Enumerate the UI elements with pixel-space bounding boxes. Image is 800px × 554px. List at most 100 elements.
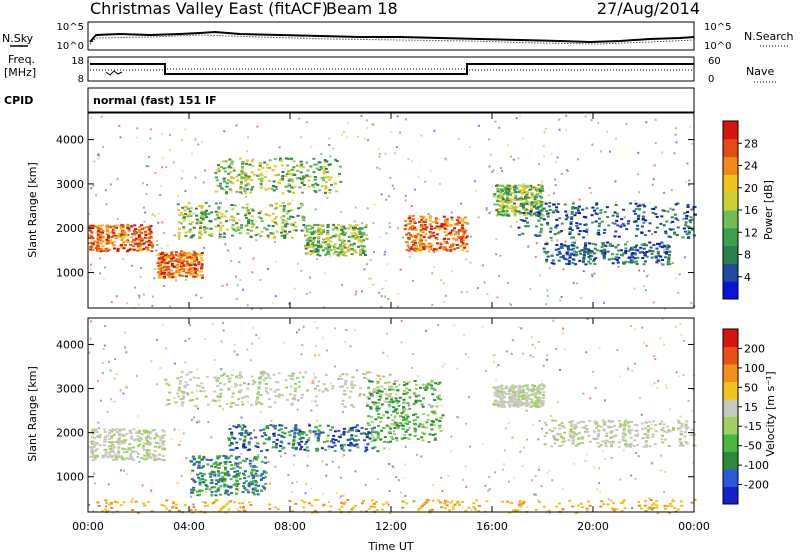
echo-cell-5	[512, 391, 516, 394]
power-colorbar-segment	[723, 174, 738, 193]
noise-pixel	[398, 383, 401, 386]
echo-cell-0	[159, 458, 163, 461]
echo-cell-0	[88, 225, 92, 228]
echo-cell-4	[433, 388, 437, 391]
noise-pixel	[102, 278, 105, 281]
echo-cell-2	[314, 426, 318, 429]
echo-cell-2	[280, 431, 284, 434]
echo-cell-8	[545, 242, 549, 245]
echo-cell-6	[667, 429, 671, 432]
echo-cell-2	[260, 230, 264, 233]
echo-cell-7	[686, 205, 690, 208]
echo-cell-8	[565, 251, 569, 254]
echo-cell-3	[199, 472, 203, 475]
echo-cell-8	[616, 249, 620, 252]
echo-cell-8	[662, 244, 666, 247]
echo-cell-3	[315, 163, 319, 166]
noise-pixel	[305, 292, 308, 295]
noise-pixel	[525, 506, 528, 509]
noise-pixel	[189, 323, 192, 326]
echo-cell-5	[450, 216, 454, 219]
noise-pixel	[175, 279, 178, 282]
echo-cell-5	[526, 397, 530, 400]
echo-cell-4	[332, 235, 336, 238]
noise-pixel	[393, 416, 396, 419]
echo-cell-0	[151, 453, 155, 456]
noise-pixel	[220, 368, 223, 371]
power-ytick-label: 1000	[56, 267, 84, 280]
echo-cell-8	[550, 254, 554, 257]
noise-pixel	[124, 346, 127, 349]
noise-pixel	[153, 277, 156, 280]
echo-cell-7	[629, 202, 633, 205]
echo-cell-5	[520, 395, 524, 398]
echo-cell-2	[207, 212, 211, 215]
echo-cell-5	[517, 395, 521, 398]
echo-cell-3	[235, 457, 239, 460]
echo-cell-2	[355, 443, 359, 446]
noise-pixel	[222, 464, 225, 467]
echo-cell-3	[197, 476, 201, 479]
echo-cell-4	[329, 249, 333, 252]
echo-cell-1	[273, 401, 277, 404]
echo-cell-1	[199, 390, 203, 393]
power-ytick-label: 2000	[56, 222, 84, 235]
noise-pixel	[188, 337, 191, 340]
noise-pixel	[614, 137, 617, 140]
echo-cell-6	[633, 434, 637, 437]
echo-cell-2	[195, 218, 199, 221]
echo-cell-3	[320, 177, 324, 180]
echo-cell-0	[143, 442, 147, 445]
echo-cell-4	[405, 382, 409, 385]
echo-cell-8	[608, 242, 612, 245]
echo-cell-4	[402, 389, 406, 392]
echo-cell-1	[172, 256, 176, 259]
echo-cell-4	[432, 420, 436, 423]
echo-cell-3	[236, 483, 240, 486]
echo-cell-5	[521, 391, 525, 394]
echo-cell-0	[127, 249, 131, 252]
echo-cell-5	[445, 242, 449, 245]
echo-cell-3	[214, 171, 218, 174]
echo-cell-7	[613, 222, 617, 225]
noise-pixel	[255, 334, 258, 337]
echo-cell-3	[217, 472, 221, 475]
echo-cell-2	[251, 215, 255, 218]
echo-cell-4	[376, 432, 380, 435]
echo-cell-1	[213, 376, 217, 379]
echo-cell-5	[424, 228, 428, 231]
echo-cell-3	[234, 474, 238, 477]
echo-cell-0	[114, 457, 118, 460]
echo-cell-0	[136, 435, 140, 438]
echo-cell-8	[659, 255, 663, 258]
echo-cell-4	[424, 389, 428, 392]
echo-cell-3	[279, 157, 283, 160]
echo-cell-5	[413, 241, 417, 244]
echo-cell-4	[351, 244, 355, 247]
echo-cell-8	[582, 254, 586, 257]
noise-pixel	[572, 462, 575, 465]
echo-cell-5	[519, 390, 523, 393]
echo-cell-1	[258, 381, 262, 384]
echo-cell-2	[228, 428, 232, 431]
noise-pixel	[179, 440, 182, 443]
echo-cell-5	[419, 240, 423, 243]
echo-cell-2	[280, 434, 284, 437]
noise-pixel	[124, 385, 127, 388]
echo-cell-8	[572, 253, 576, 256]
echo-cell-3	[322, 170, 326, 173]
echo-cell-4	[334, 233, 338, 236]
noise-pixel	[346, 122, 349, 125]
echo-cell-0	[119, 233, 123, 236]
noise-pixel	[294, 287, 297, 290]
echo-cell-4	[343, 232, 347, 235]
noise-pixel	[679, 322, 682, 325]
echo-cell-5	[508, 399, 512, 402]
noise-pixel	[619, 375, 622, 378]
echo-cell-1	[174, 251, 178, 254]
echo-cell-3	[196, 473, 200, 476]
echo-cell-4	[408, 433, 412, 436]
echo-cell-2	[187, 201, 191, 204]
echo-cell-0	[107, 451, 111, 454]
noise-pixel	[257, 454, 260, 457]
